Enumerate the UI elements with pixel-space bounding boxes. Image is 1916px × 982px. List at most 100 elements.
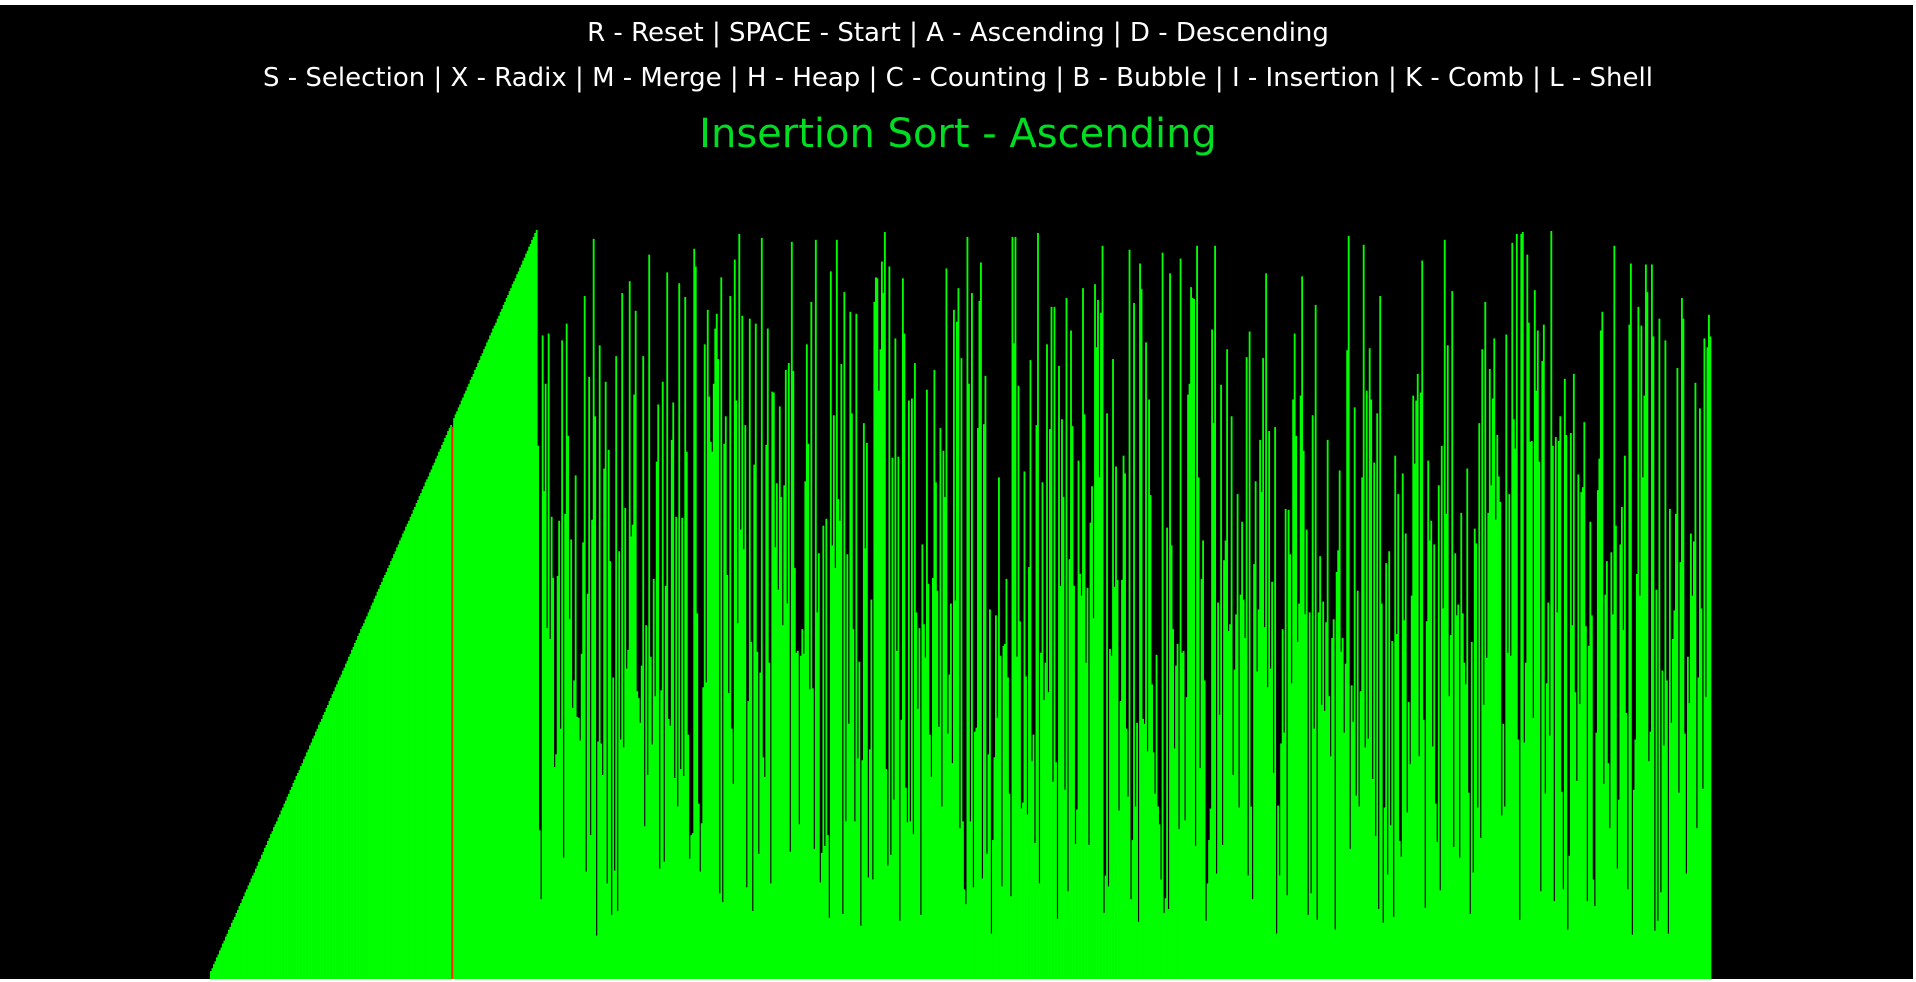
array-bar <box>1377 909 1380 979</box>
controls-help-line-1: R - Reset | SPACE - Start | A - Ascendin… <box>587 18 1329 48</box>
array-bar <box>676 806 679 979</box>
array-bar <box>321 718 323 979</box>
array-bar <box>1118 810 1120 980</box>
array-bar <box>1160 879 1162 979</box>
array-bar <box>385 571 388 979</box>
array-bar <box>1262 358 1265 979</box>
array-bar <box>852 629 855 979</box>
array-bar <box>1455 615 1458 979</box>
array-bar <box>1281 629 1284 979</box>
array-bar <box>691 833 694 979</box>
array-bar <box>1026 814 1029 979</box>
array-bar <box>1430 520 1433 979</box>
array-bar <box>1167 909 1170 979</box>
array-bar <box>645 625 648 979</box>
array-bar <box>1512 419 1515 980</box>
array-bar <box>658 868 661 979</box>
array-bar <box>508 291 511 980</box>
array-bar <box>1649 731 1652 979</box>
array-bar <box>974 731 976 979</box>
array-bar <box>1104 875 1107 979</box>
array-bar <box>1349 848 1352 979</box>
array-bar <box>1584 626 1587 979</box>
array-bar <box>750 641 753 979</box>
array-bar <box>1170 545 1173 979</box>
array-bar <box>1640 325 1643 980</box>
array-bar <box>496 318 499 979</box>
array-bar <box>738 233 741 979</box>
array-bar <box>631 524 634 979</box>
array-bar <box>478 360 481 980</box>
array-bar <box>564 513 567 979</box>
array-bar <box>1392 916 1395 979</box>
array-bar <box>576 716 579 979</box>
array-bar <box>217 954 220 979</box>
array-bar <box>415 502 418 979</box>
array-bar <box>810 301 813 979</box>
array-bar <box>1398 841 1401 979</box>
array-bar <box>828 917 831 979</box>
array-bar <box>445 434 448 979</box>
window-bottom-edge <box>0 979 1916 982</box>
array-bar <box>601 775 604 979</box>
array-bar <box>1611 614 1614 979</box>
array-bar <box>980 262 982 979</box>
array-bar <box>1440 445 1443 980</box>
array-bar <box>1308 612 1311 979</box>
array-bar <box>891 457 894 979</box>
array-bar <box>871 879 874 979</box>
array-bar <box>1553 901 1556 979</box>
array-bar <box>1371 778 1374 979</box>
array-bar <box>1647 761 1650 979</box>
array-bar <box>921 544 924 979</box>
array-bar <box>397 544 400 979</box>
array-bar <box>1631 934 1634 979</box>
array-bar <box>1680 298 1683 979</box>
array-bar <box>313 735 316 980</box>
array-bar <box>481 353 484 979</box>
array-bar <box>1497 476 1500 979</box>
array-bar <box>337 680 340 979</box>
array-bar <box>522 260 525 979</box>
array-bar <box>1328 696 1331 979</box>
array-bar <box>367 612 370 979</box>
array-bar <box>394 551 397 979</box>
array-bar <box>1305 529 1308 979</box>
array-bar <box>370 605 373 979</box>
array-bar <box>477 363 480 979</box>
array-bar <box>487 339 490 979</box>
array-bar <box>1682 318 1685 979</box>
array-bar <box>858 661 861 979</box>
array-bar <box>753 464 756 979</box>
array-bar <box>669 725 672 979</box>
array-bar <box>276 821 278 979</box>
array-bar <box>885 769 888 979</box>
array-bar <box>1617 799 1620 979</box>
array-bar <box>882 293 885 979</box>
array-bar <box>1023 471 1026 979</box>
array-bar <box>1311 415 1314 979</box>
controls-help-line-2: S - Selection | X - Radix | M - Merge | … <box>263 63 1653 93</box>
array-bar <box>1226 349 1229 979</box>
array-bar <box>1476 807 1479 979</box>
array-bar <box>971 293 973 979</box>
array-bar <box>1445 513 1448 979</box>
array-bar <box>1658 318 1661 979</box>
array-bar <box>826 835 829 979</box>
array-bar <box>1526 254 1529 979</box>
array-bar <box>879 349 882 979</box>
array-bar <box>568 619 571 979</box>
array-bar <box>1139 263 1141 979</box>
array-bar <box>495 322 498 979</box>
array-bar <box>292 782 295 979</box>
array-bar <box>1025 676 1027 979</box>
array-bar <box>711 451 714 979</box>
array-bar <box>364 619 367 979</box>
array-bar <box>1503 806 1506 979</box>
array-bar <box>642 356 645 979</box>
array-bar <box>1667 933 1670 979</box>
array-bar <box>360 629 362 979</box>
array-bar <box>1124 473 1126 979</box>
array-bar <box>1008 793 1011 979</box>
